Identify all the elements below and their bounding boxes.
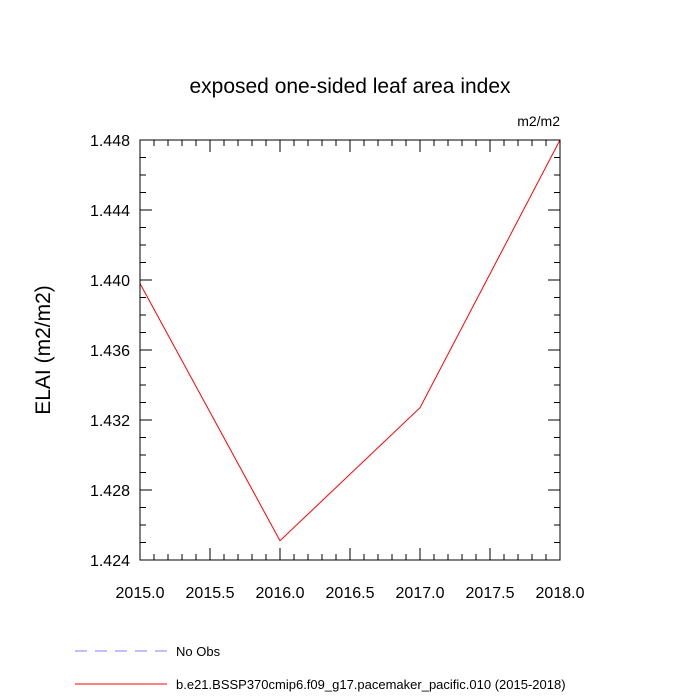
x-tick-labels: 2015.0 2015.5 2016.0 2016.5 2017.0 2017.5 2018… — [116, 585, 585, 602]
y-axis-label: ELAI (m2/m2) — [32, 285, 55, 415]
x-tick-label: 2017.5 — [466, 585, 515, 602]
units-label: m2/m2 — [517, 113, 560, 129]
y-tick-label: 1.444 — [90, 203, 130, 220]
y-tick-labels: 1.424 1.428 1.432 1.436 1.440 1.444 1.448 — [90, 133, 130, 570]
x-tick-label: 2015.5 — [186, 585, 235, 602]
chart-title: exposed one-sided leaf area index — [189, 75, 511, 98]
series-line-1 — [139, 139, 561, 542]
x-tick-label: 2016.0 — [256, 585, 305, 602]
series-layer — [139, 139, 561, 542]
x-tick-label: 2016.5 — [326, 585, 375, 602]
plot-frame — [139, 139, 561, 561]
axis-ticks — [139, 139, 561, 561]
legend-label-model-run: b.e21.BSSP370cmip6.f09_g17.pacemaker_pac… — [176, 677, 566, 692]
y-tick-label: 1.428 — [90, 483, 130, 500]
y-tick-label: 1.436 — [90, 343, 130, 360]
x-tick-label: 2015.0 — [116, 585, 165, 602]
x-tick-label: 2018.0 — [536, 585, 585, 602]
legend-label-no-obs: No Obs — [176, 644, 221, 659]
y-tick-label: 1.448 — [90, 133, 130, 150]
legend: No Obs b.e21.BSSP370cmip6.f09_g17.pacema… — [75, 644, 566, 692]
x-tick-label: 2017.0 — [396, 585, 445, 602]
y-tick-label: 1.424 — [90, 553, 130, 570]
y-tick-label: 1.440 — [90, 273, 130, 290]
y-tick-label: 1.432 — [90, 413, 130, 430]
